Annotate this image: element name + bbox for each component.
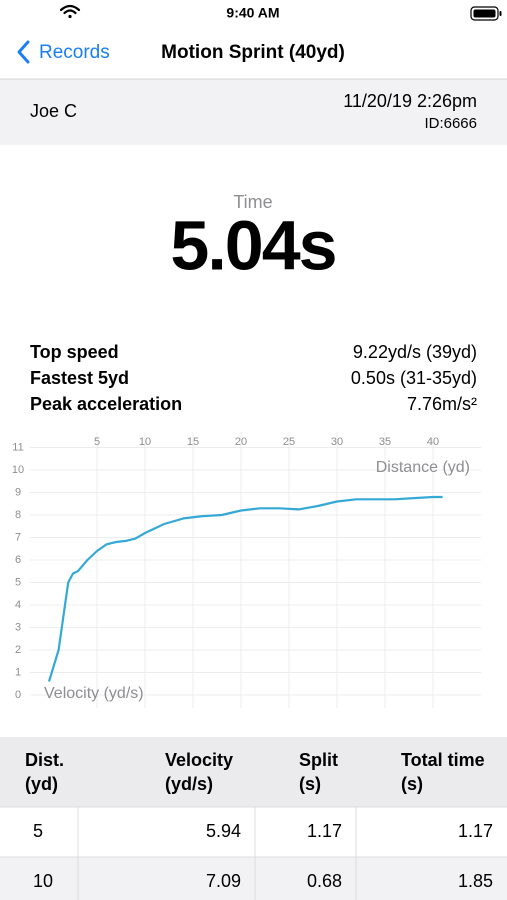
x-tick-label: 40	[427, 436, 439, 448]
battery-icon	[470, 6, 502, 21]
athlete-name: Joe C	[30, 101, 77, 121]
back-chevron[interactable]	[17, 40, 30, 64]
x-tick-label: 5	[94, 436, 100, 448]
y-tick-label: 1	[15, 666, 21, 678]
nav-title: Motion Sprint (40yd)	[161, 42, 345, 63]
table-row	[0, 857, 507, 900]
table-header-bg	[0, 737, 507, 807]
x-tick-label: 20	[235, 436, 247, 448]
y-tick-label: 5	[15, 576, 21, 588]
table-cell: 1.17	[307, 821, 342, 841]
stat-value: 9.22yd/s (39yd)	[353, 342, 477, 362]
velocity-line	[47, 495, 443, 682]
y-tick-label: 10	[12, 464, 24, 476]
column-header: (s)	[401, 774, 423, 794]
column-header: Velocity	[165, 750, 233, 770]
header-band	[0, 79, 507, 145]
y-tick-label: 11	[12, 441, 23, 453]
table-cell: 5	[33, 821, 43, 841]
x-tick-label: 30	[331, 436, 343, 448]
stats: Top speed 9.22yd/s (39yd) Fastest 5yd 0.50s…	[30, 342, 477, 414]
table-cell: 1.17	[458, 821, 493, 841]
stat-label: Fastest 5yd	[30, 368, 129, 388]
stat-label: Top speed	[30, 342, 119, 362]
x-axis-label: Distance (yd)	[376, 459, 470, 476]
column-header: Split	[299, 750, 338, 770]
stat-label: Peak acceleration	[30, 394, 182, 414]
stat-value: 0.50s (31-35yd)	[351, 368, 477, 388]
record-date: 11/20/19 2:26pm	[343, 91, 477, 111]
table-row	[0, 807, 507, 857]
y-axis-label: Velocity (yd/s)	[44, 685, 144, 702]
y-tick-label: 0	[15, 689, 21, 701]
column-header: (yd/s)	[165, 774, 213, 794]
table-cell: 1.85	[458, 871, 493, 891]
x-tick-label: 25	[283, 436, 295, 448]
y-tick-label: 2	[15, 644, 21, 656]
x-tick-label: 15	[187, 436, 199, 448]
velocity-chart: 0 1 2 3 4 5 6 7 8 9 10 11 5 10 15 20 25 30 35 40 Distance (y…	[12, 432, 481, 708]
result-label: Time	[233, 192, 272, 212]
y-tick-label: 3	[15, 621, 21, 633]
column-header: (yd)	[25, 774, 58, 794]
record-id: ID:6666	[424, 115, 477, 132]
table-cell: 10	[33, 871, 53, 891]
y-tick-label: 4	[15, 599, 21, 611]
table-cell: 0.68	[307, 871, 342, 891]
column-header: (s)	[299, 774, 321, 794]
y-tick-label: 9	[15, 486, 21, 498]
x-tick-label: 35	[379, 436, 391, 448]
y-tick-label: 8	[15, 509, 21, 521]
splits-table: Dist. (yd) Velocity (yd/s) Split (s) Total tim…	[0, 737, 507, 900]
y-tick-label: 6	[15, 554, 21, 566]
stat-value: 7.76m/s²	[407, 394, 477, 414]
x-tick-label: 10	[139, 436, 151, 448]
result-value: 5.04s	[170, 206, 335, 284]
status-time: 9:40 AM	[226, 5, 279, 21]
column-header: Dist.	[25, 750, 64, 770]
table-cell: 5.94	[206, 821, 241, 841]
column-header: Total time	[401, 750, 485, 770]
back-label[interactable]: Records	[39, 42, 110, 63]
wifi-icon	[59, 4, 81, 19]
y-tick-label: 7	[15, 531, 21, 543]
back-button[interactable]: Records	[17, 40, 110, 64]
table-cell: 7.09	[206, 871, 241, 891]
